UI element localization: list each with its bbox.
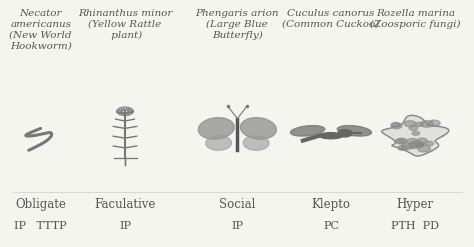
Circle shape — [415, 122, 423, 126]
Text: Necator
americanus
(New World
Hookworm): Necator americanus (New World Hookworm) — [9, 9, 72, 51]
Text: Rhinanthus minor
(Yellow Rattle
 plant): Rhinanthus minor (Yellow Rattle plant) — [78, 9, 172, 40]
Ellipse shape — [337, 125, 372, 136]
Text: IP   TTTP: IP TTTP — [14, 221, 67, 231]
Circle shape — [418, 145, 430, 152]
Circle shape — [395, 139, 405, 144]
Circle shape — [416, 143, 424, 147]
Text: Hyper: Hyper — [397, 198, 434, 211]
Text: Phengaris arion
(Large Blue
Butterfly): Phengaris arion (Large Blue Butterfly) — [196, 9, 279, 40]
Ellipse shape — [240, 118, 276, 139]
Circle shape — [420, 121, 433, 127]
Text: PTH  PD: PTH PD — [391, 221, 439, 231]
Circle shape — [401, 144, 413, 149]
Ellipse shape — [198, 118, 234, 139]
Ellipse shape — [243, 136, 269, 150]
Circle shape — [397, 138, 407, 144]
Circle shape — [338, 130, 352, 137]
Ellipse shape — [319, 133, 343, 139]
Text: Faculative: Faculative — [94, 198, 155, 211]
Text: Obligate: Obligate — [15, 198, 66, 211]
Text: Rozella marina
(Zoosporic fungi): Rozella marina (Zoosporic fungi) — [370, 9, 461, 29]
Circle shape — [408, 143, 418, 148]
Text: IP: IP — [119, 221, 131, 231]
Polygon shape — [382, 115, 449, 156]
Circle shape — [411, 141, 424, 147]
Text: Klepto: Klepto — [311, 198, 350, 211]
Circle shape — [409, 126, 418, 130]
Text: Cuculus canorus
(Common Cuckoo): Cuculus canorus (Common Cuckoo) — [283, 9, 380, 29]
Circle shape — [391, 123, 402, 129]
Circle shape — [398, 145, 407, 150]
Circle shape — [415, 143, 424, 147]
Ellipse shape — [206, 136, 231, 150]
Ellipse shape — [291, 125, 325, 136]
Circle shape — [391, 122, 400, 127]
Text: Social: Social — [219, 198, 255, 211]
Circle shape — [407, 139, 418, 144]
Text: PC: PC — [323, 221, 339, 231]
Text: IP: IP — [231, 221, 243, 231]
Circle shape — [404, 121, 416, 127]
Circle shape — [428, 120, 440, 126]
Circle shape — [417, 138, 428, 144]
Circle shape — [425, 141, 434, 146]
Circle shape — [412, 131, 420, 135]
